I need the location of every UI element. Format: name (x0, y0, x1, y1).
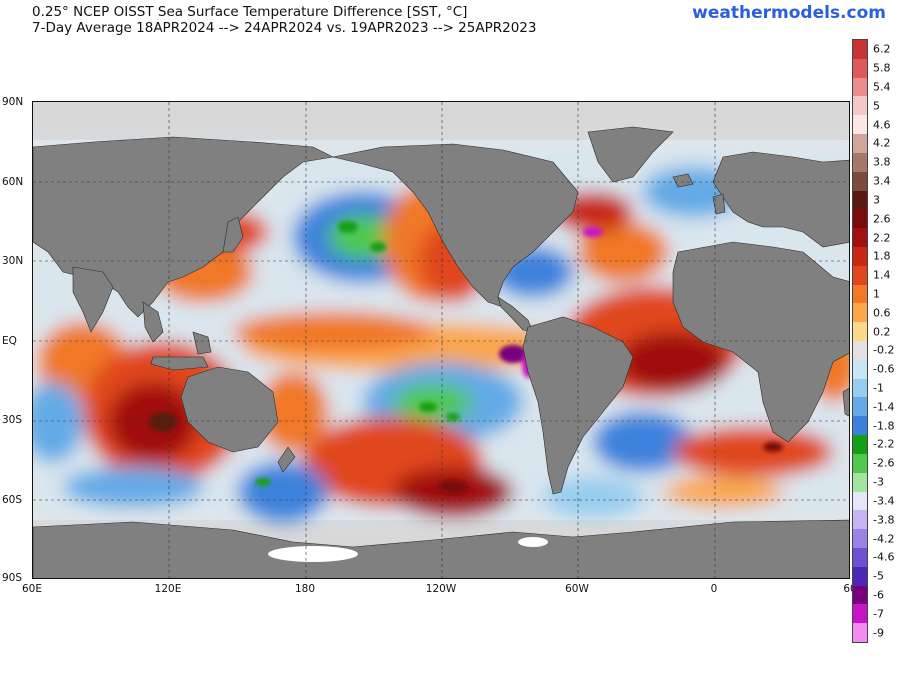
lon-label-0: 0 (710, 583, 718, 595)
colorbar-label: -4.2 (873, 532, 895, 546)
colorbar-segment (853, 491, 867, 511)
colorbar-label: -5 (873, 569, 884, 583)
colorbar-segment (853, 40, 867, 59)
colorbar-label: 4.2 (873, 136, 891, 150)
colorbar-segment (853, 96, 867, 116)
ice-shelves (268, 537, 548, 562)
colorbar-segment (853, 378, 867, 398)
colorbar-label: -4.6 (873, 550, 895, 564)
colorbar-segment (853, 209, 867, 229)
colorbar-label: 0.2 (873, 325, 891, 339)
colorbar-label: 1.8 (873, 249, 891, 263)
sst-anomaly-map[interactable] (32, 101, 850, 579)
colorbar-label: 5.8 (873, 61, 891, 75)
colorbar-label: -6 (873, 588, 884, 602)
colorbar-label: -2.6 (873, 456, 895, 470)
lat-label-60n: 60N (2, 176, 24, 188)
lon-label-120w: 120W (425, 583, 457, 595)
colorbar-segment (853, 77, 867, 97)
lat-label-eq: EQ (2, 335, 17, 347)
lat-label-60s: 60S (2, 494, 23, 506)
lat-label-30s: 30S (2, 414, 23, 426)
colorbar-label: -1 (873, 381, 884, 395)
colorbar-label: -3 (873, 475, 884, 489)
colorbar-segment (853, 303, 867, 323)
colorbar-segment (853, 472, 867, 492)
colorbar-label: 1 (873, 287, 880, 301)
lon-label-180: 180 (294, 583, 316, 595)
colorbar-segment (853, 623, 867, 642)
title-line-2: 7-Day Average 18APR2024 --> 24APR2024 vs… (32, 20, 537, 36)
colorbar-label: 5 (873, 99, 880, 113)
colorbar-segment (853, 171, 867, 191)
colorbar-label: 6.2 (873, 42, 891, 56)
lon-label-60w: 60W (565, 583, 589, 595)
colorbar-segment (853, 397, 867, 417)
colorbar-segment (853, 228, 867, 247)
colorbar-segment (853, 529, 867, 548)
colorbar-segment (853, 284, 867, 304)
colorbar-segment (853, 547, 867, 567)
colorbar-label: -1.8 (873, 419, 895, 433)
colorbar-segment (853, 416, 867, 436)
lat-label-90n: 90N (2, 96, 24, 108)
colorbar-segment (853, 359, 867, 379)
brand-watermark[interactable]: weathermodels.com (692, 3, 886, 23)
colorbar-label: 3.4 (873, 174, 891, 188)
map-canvas (33, 102, 849, 578)
colorbar-label: -0.2 (873, 343, 895, 357)
colorbar-segment (853, 453, 867, 473)
colorbar-segment (853, 134, 867, 153)
colorbar-segment (853, 58, 867, 78)
colorbar-label: 0.6 (873, 306, 891, 320)
colorbar-label: -2.2 (873, 437, 895, 451)
colorbar-label: -3.8 (873, 513, 895, 527)
colorbar-label: 1.4 (873, 268, 891, 282)
colorbar-segment (853, 604, 867, 624)
lat-label-90s: 90S (2, 572, 23, 584)
lon-label-120e: 120E (154, 583, 182, 595)
colorbar-label: -3.4 (873, 494, 895, 508)
colorbar-label: -0.6 (873, 362, 895, 376)
colorbar-segment (853, 152, 867, 172)
colorbar-segment (853, 246, 867, 266)
colorbar-segment (853, 435, 867, 454)
lat-label-30n: 30N (2, 255, 24, 267)
colorbar-label: 3 (873, 193, 880, 207)
colorbar-label: 5.4 (873, 80, 891, 94)
map-title: 0.25° NCEP OISST Sea Surface Temperature… (32, 4, 536, 36)
colorbar-segment (853, 341, 867, 360)
colorbar-label: -7 (873, 607, 884, 621)
arctic-ice (33, 102, 849, 140)
colorbar-segment (853, 190, 867, 210)
colorbar-label: 4.6 (873, 118, 891, 132)
lon-label-60e: 60E (22, 583, 42, 595)
colorbar-segment (853, 585, 867, 605)
colorbar-label: 2.6 (873, 212, 891, 226)
graticule (33, 102, 849, 578)
colorbar-segment (853, 265, 867, 285)
colorbar (852, 39, 868, 643)
colorbar-segment (853, 115, 867, 135)
colorbar-label: -9 (873, 626, 884, 640)
title-line-1: 0.25° NCEP OISST Sea Surface Temperature… (32, 4, 468, 20)
colorbar-segment (853, 510, 867, 530)
colorbar-label: 3.8 (873, 155, 891, 169)
colorbar-segment (853, 322, 867, 341)
colorbar-label: 2.2 (873, 231, 891, 245)
colorbar-segment (853, 566, 867, 586)
colorbar-label: -1.4 (873, 400, 895, 414)
